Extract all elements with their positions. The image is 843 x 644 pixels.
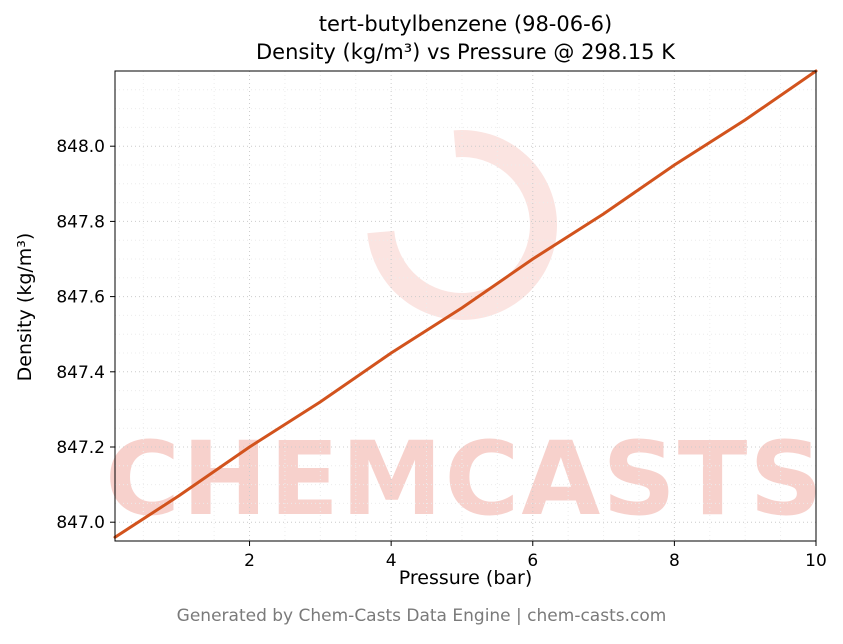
chart-title: tert-butylbenzene (98-06-6) — [318, 12, 613, 36]
chart-title-block: tert-butylbenzene (98-06-6) Density (kg/… — [115, 10, 816, 66]
x-axis-label: Pressure (bar) — [398, 567, 533, 589]
y-axis-label: Density (kg/m³) — [14, 232, 36, 382]
svg-text:848.0: 848.0 — [56, 137, 105, 157]
watermark-text: CHEMCASTS — [105, 420, 825, 539]
svg-text:847.8: 847.8 — [56, 212, 105, 232]
footer-credit: Generated by Chem-Casts Data Engine | ch… — [176, 606, 667, 626]
watermark-logo-icon — [328, 91, 596, 359]
svg-text:847.6: 847.6 — [56, 288, 105, 308]
chart-subtitle: Density (kg/m³) vs Pressure @ 298.15 K — [255, 40, 675, 64]
svg-text:847.4: 847.4 — [56, 363, 105, 383]
